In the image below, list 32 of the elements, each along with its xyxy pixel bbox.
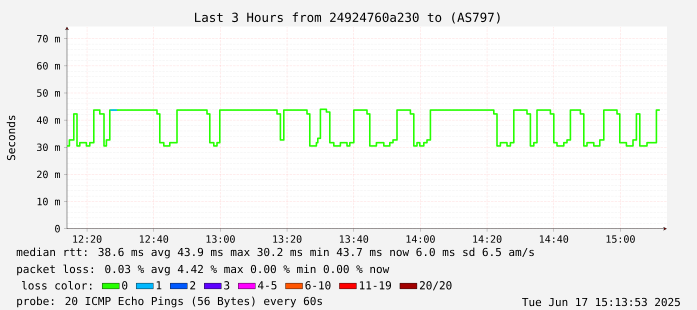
y-tick-label: 30 m: [37, 143, 60, 152]
y-tick-label: 70 m: [37, 34, 60, 42]
x-tick-label: 14:20: [473, 235, 502, 243]
x-tick-label: 13:20: [273, 235, 302, 243]
text: probe: 20 ICMP Echo Pings (56 Bytes) every 60s: [17, 296, 322, 308]
legend-label: 6-10: [305, 281, 331, 290]
legend-label: 0: [122, 281, 128, 290]
legend-label: 11-19: [360, 281, 391, 290]
legend-label: 2: [190, 281, 196, 290]
legend-label: 3: [224, 281, 230, 290]
legend-title: loss color:: [22, 281, 92, 290]
x-tick-label: 13:40: [340, 235, 368, 243]
y-tick-label: 50 m: [37, 89, 60, 97]
text: packet loss: 0.03 % avg 4.42 % max 0.00 % min 0.00 % now: [17, 264, 390, 276]
x-tick-label: 14:40: [540, 235, 568, 243]
legend-label: 4-5: [258, 281, 276, 290]
legend-label: 20/20: [420, 281, 452, 290]
y-axis-title: Seconds: [6, 116, 16, 160]
x-tick-label: 12:40: [140, 235, 168, 243]
y-tick-label: 60 m: [37, 62, 60, 70]
text: Tue Jun 17 15:13:53 2025: [522, 298, 680, 306]
text: median rtt: 38.6 ms avg 43.9 ms max 30.2 ms min 43.7 ms now 6.0 ms sd 6.5 am/s: [16, 248, 534, 258]
y-tick-label: 40 m: [36, 116, 60, 124]
x-tick-label: 14:00: [406, 235, 435, 243]
x-tick-label: 12:20: [73, 235, 102, 243]
chart-title: Last 3 Hours from 24924760a230 to (AS797): [195, 12, 500, 24]
y-tick-label: 0: [55, 224, 60, 232]
y-tick-label: 20 m: [37, 170, 60, 178]
y-tick-label: 10 m: [38, 198, 60, 206]
x-tick-label: 15:00: [606, 235, 635, 243]
legend-label: 1: [156, 281, 162, 290]
x-tick-label: 13:00: [206, 235, 235, 243]
